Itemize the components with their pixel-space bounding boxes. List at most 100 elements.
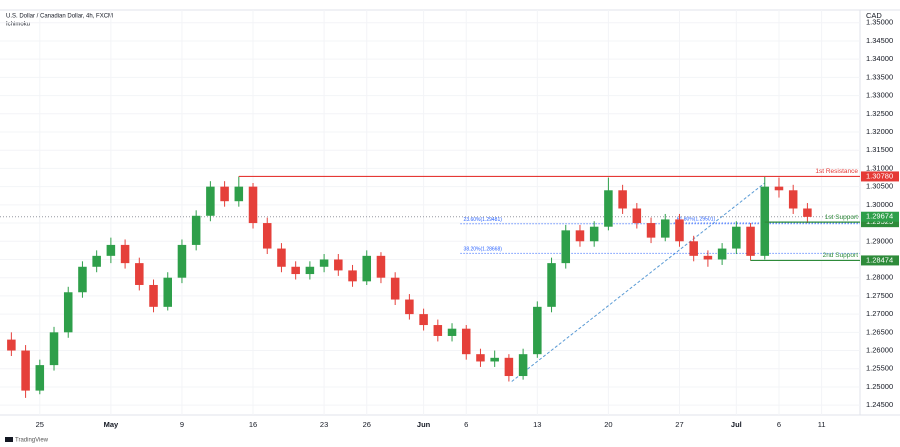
candle-body (660, 219, 670, 238)
candle-body (248, 186, 258, 224)
candle-body (319, 259, 329, 267)
y-tick-label: 1.34500 (866, 36, 893, 45)
candle-body (7, 339, 16, 351)
candle-body (234, 186, 244, 202)
x-tick-label: 6 (464, 420, 468, 429)
candle-body (447, 328, 457, 336)
candle-body (163, 277, 172, 307)
candle-body (220, 186, 229, 202)
candle-body (760, 186, 770, 256)
candle-body (63, 292, 73, 333)
candle-body (305, 266, 315, 275)
y-tick-label: 1.26000 (866, 346, 893, 355)
candle-body (746, 226, 755, 256)
x-tick-label: 25 (36, 420, 44, 429)
level-name: 1st Support (825, 214, 858, 221)
candle-body (490, 357, 499, 362)
y-tick-label: 1.35000 (866, 18, 893, 27)
candle-body (675, 219, 684, 242)
candle-body (618, 190, 627, 209)
candle-body (774, 186, 784, 191)
level-price-label: 1.28474 (866, 255, 893, 264)
level-price-box (861, 255, 899, 266)
candle-body (291, 266, 300, 275)
candle-body (78, 266, 87, 293)
x-tick-label: 27 (675, 420, 683, 429)
x-tick-label: 16 (249, 420, 257, 429)
y-tick-label: 1.24500 (866, 400, 893, 409)
candle-body (717, 248, 727, 260)
x-tick-label: 11 (818, 420, 826, 429)
level-price-box (861, 171, 899, 182)
candle-body (21, 350, 30, 391)
candle-body (703, 255, 713, 260)
trendline (511, 182, 766, 382)
candle-body (419, 314, 428, 326)
symbol-title: U.S. Dollar / Canadian Dollar, 4h, FXCM (6, 14, 113, 20)
candle-body (334, 259, 343, 271)
currency: CAD (866, 11, 882, 20)
y-tick-label: 1.25000 (866, 382, 893, 391)
current-price-label: 1.29674 (866, 212, 893, 221)
x-tick-label: May (104, 420, 119, 429)
candle-body (646, 223, 656, 238)
x-tick-label: 9 (180, 420, 184, 429)
candle-body (376, 255, 386, 278)
candle-body (277, 248, 286, 267)
brand-logo (5, 437, 13, 442)
fib-label: 23.60%(1.29481) (464, 217, 503, 223)
y-tick-label: 1.29000 (866, 236, 893, 245)
candle-body (348, 270, 357, 282)
candle-body (533, 306, 542, 355)
y-tick-label: 1.32500 (866, 109, 893, 118)
candle-body (35, 365, 45, 391)
y-tick-label: 1.32000 (866, 127, 893, 136)
y-tick-label: 1.28000 (866, 273, 893, 282)
x-tick-label: 20 (604, 420, 612, 429)
candle-body (135, 263, 144, 285)
candle-body (149, 284, 158, 307)
candle-body (405, 299, 414, 315)
indicator-name: Ichimoku (6, 22, 30, 28)
candle-body (461, 328, 471, 355)
candle-body (362, 255, 372, 282)
x-tick-label: 26 (363, 420, 371, 429)
candle-body (518, 354, 528, 377)
candle-body (49, 332, 59, 366)
fib-label: 61.80%(1.29501) (677, 216, 716, 222)
candle-body (106, 244, 116, 256)
y-tick-label: 1.26500 (866, 327, 893, 336)
level-name: 1st Resistance (815, 168, 858, 175)
y-tick-label: 1.33500 (866, 72, 893, 81)
current-price-box (861, 211, 899, 222)
x-tick-label: Jun (417, 420, 431, 429)
candle-body (120, 244, 130, 264)
candle-body (206, 186, 215, 216)
level-price-box (861, 217, 899, 228)
candle-body (177, 244, 187, 278)
y-tick-label: 1.33000 (866, 91, 893, 100)
candle-body (504, 357, 514, 377)
x-tick-label: Jul (731, 420, 742, 429)
candle-body (547, 263, 556, 307)
y-tick-label: 1.31000 (866, 163, 893, 172)
candle-body (92, 255, 101, 267)
candle-body (561, 230, 571, 264)
candle-body (788, 190, 798, 209)
candle-body (262, 223, 272, 249)
x-tick-label: 6 (777, 420, 781, 429)
candle-body (390, 277, 400, 300)
y-tick-label: 1.34000 (866, 54, 893, 63)
candle-body (433, 325, 443, 336)
y-tick-label: 1.30000 (866, 200, 893, 209)
x-tick-label: 23 (320, 420, 328, 429)
fib-label: 38.20%(1.28668) (464, 247, 503, 253)
level-price-label: 1.30780 (866, 171, 893, 180)
candle-body (689, 241, 698, 256)
y-tick-label: 1.25500 (866, 364, 893, 373)
candle-body (575, 230, 585, 242)
candle-body (604, 190, 613, 227)
y-tick-label: 1.27500 (866, 291, 893, 300)
level-name: 2nd Support (823, 252, 859, 259)
